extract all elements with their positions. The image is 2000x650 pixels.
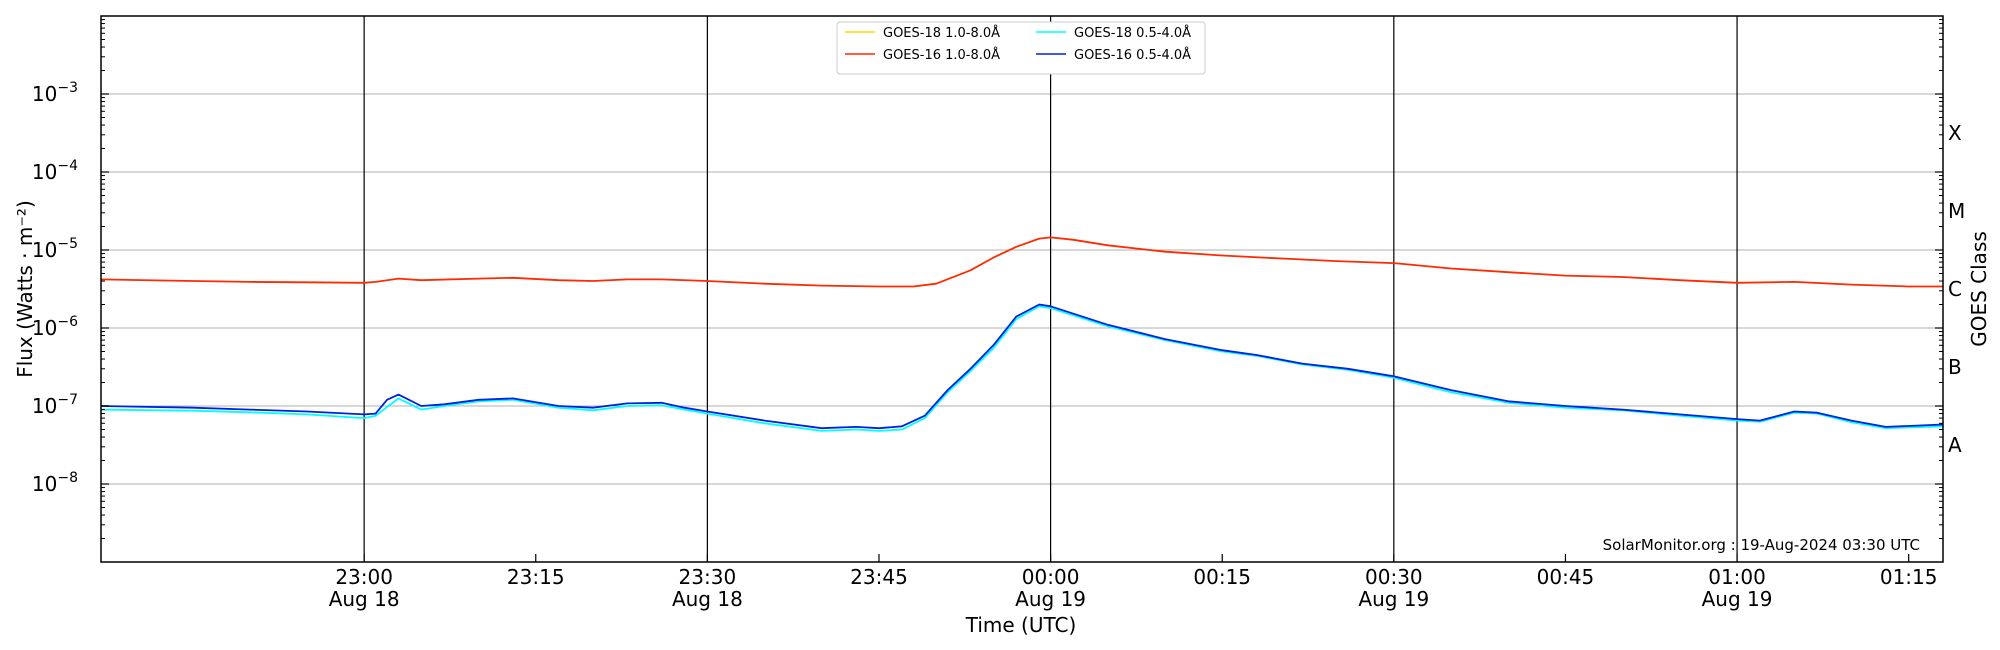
goes-class-x: X — [1948, 121, 1962, 145]
x-tick-date: Aug 19 — [1702, 587, 1773, 611]
y-tick-label: 10−3 — [32, 80, 78, 106]
goes-class-b: B — [1948, 355, 1962, 379]
plot-frame — [100, 15, 1944, 563]
y-tick-base: 10 — [32, 160, 57, 184]
x-tick-label: 00:45 — [1537, 565, 1595, 589]
y-tick-label: 10−8 — [32, 470, 78, 496]
y-tick-base: 10 — [32, 472, 57, 496]
series-line-3 — [100, 303, 1944, 430]
y-tick-base: 10 — [32, 316, 57, 340]
credit-label: SolarMonitor.org : 19-Aug-2024 03:30 UTC — [1603, 536, 1920, 554]
legend: GOES-18 1.0-8.0Å GOES-16 1.0-8.0Å GOES-18 … — [836, 21, 1206, 75]
y-tick-exponent: −8 — [57, 470, 78, 486]
x-tick-label: 23:45 — [850, 565, 908, 589]
goes-class-c: C — [1948, 277, 1962, 301]
y-tick-label: 10−4 — [32, 158, 78, 184]
x-tick-label: 23:15 — [507, 565, 565, 589]
goes-class-a: A — [1948, 433, 1962, 457]
y-tick-label: 10−5 — [32, 236, 78, 262]
series-line-1 — [100, 236, 1943, 288]
legend-box — [836, 21, 1206, 75]
y-tick-label: 10−6 — [32, 314, 78, 340]
x-tick-date: Aug 18 — [329, 587, 400, 611]
y-axis-title: Flux (Watts · m⁻²) — [13, 200, 37, 378]
day-time-gridlines — [363, 16, 1738, 562]
y-axis-ticks: 10−810−710−610−510−410−3 — [32, 19, 1943, 540]
x-axis-title: Time (UTC) — [965, 613, 1077, 637]
x-tick-label: 01:15 — [1880, 565, 1938, 589]
x-tick-label: 23:30 — [679, 565, 737, 589]
x-tick-label: 00:00 — [1022, 565, 1080, 589]
y-tick-base: 10 — [32, 238, 57, 262]
y-tick-exponent: −7 — [57, 392, 78, 408]
x-tick-label: 01:00 — [1708, 565, 1766, 589]
x-tick-date: Aug 18 — [672, 587, 743, 611]
goes-class-m: M — [1948, 199, 1965, 223]
grid-lines — [101, 93, 1943, 485]
goes-class-labels: X M C B A — [1948, 121, 1965, 457]
x-tick-label: 00:15 — [1193, 565, 1251, 589]
x-tick-date: Aug 19 — [1015, 587, 1086, 611]
x-tick-label: 00:30 — [1365, 565, 1423, 589]
y-tick-label: 10−7 — [32, 392, 78, 418]
y-tick-exponent: −4 — [57, 158, 78, 174]
legend-label: GOES-16 1.0-8.0Å — [883, 47, 1000, 63]
legend-label: GOES-18 0.5-4.0Å — [1074, 25, 1191, 41]
series-lines — [100, 236, 1944, 432]
y-tick-exponent: −6 — [57, 314, 78, 330]
legend-label: GOES-16 0.5-4.0Å — [1074, 47, 1191, 63]
y-tick-exponent: −3 — [57, 80, 78, 96]
x-tick-label: 23:00 — [335, 565, 393, 589]
y-tick-base: 10 — [32, 82, 57, 106]
y-tick-exponent: −5 — [57, 236, 78, 252]
y2-axis-title: GOES Class — [1967, 231, 1991, 347]
y-tick-base: 10 — [32, 394, 57, 418]
x-tick-date: Aug 19 — [1358, 587, 1429, 611]
legend-label: GOES-18 1.0-8.0Å — [883, 25, 1000, 41]
